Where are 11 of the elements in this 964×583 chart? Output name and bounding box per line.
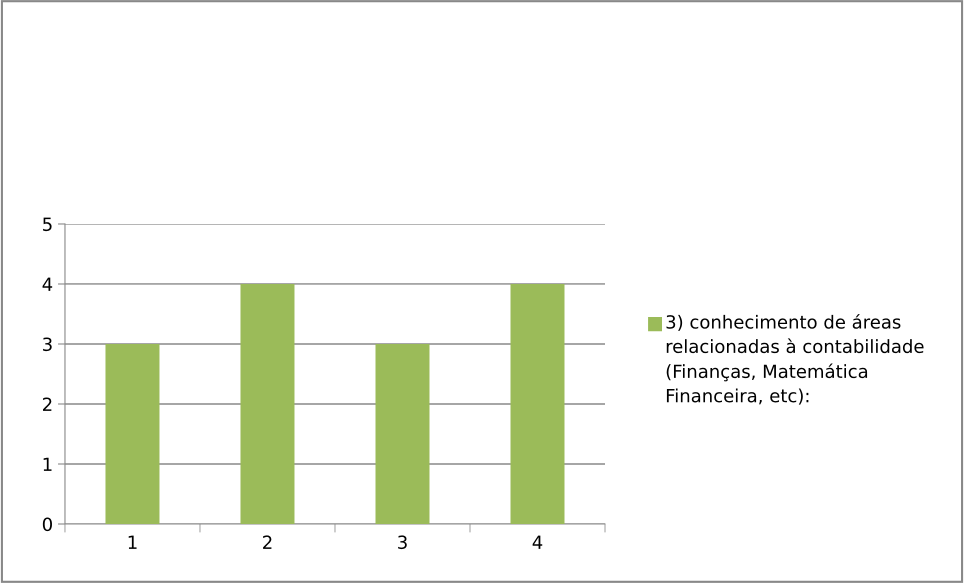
x-tick-label: 2	[263, 535, 272, 549]
legend-label: 3) conhecimento de áreas relacionadas à contabilidade (Finanças, Matemática Financeira, etc):	[666, 314, 924, 405]
x-tick-label: 4	[532, 536, 542, 549]
y-tick-label: 2	[43, 397, 52, 411]
x-tick-label: 1	[128, 536, 137, 549]
y-tick-label: 5	[43, 218, 52, 232]
y-tick-label: 4	[42, 278, 52, 291]
y-tick-label: 1	[44, 458, 52, 471]
y-tick-label: 3	[43, 337, 52, 352]
x-tick-label: 3	[398, 535, 407, 550]
y-tick-label: 0	[42, 517, 52, 532]
